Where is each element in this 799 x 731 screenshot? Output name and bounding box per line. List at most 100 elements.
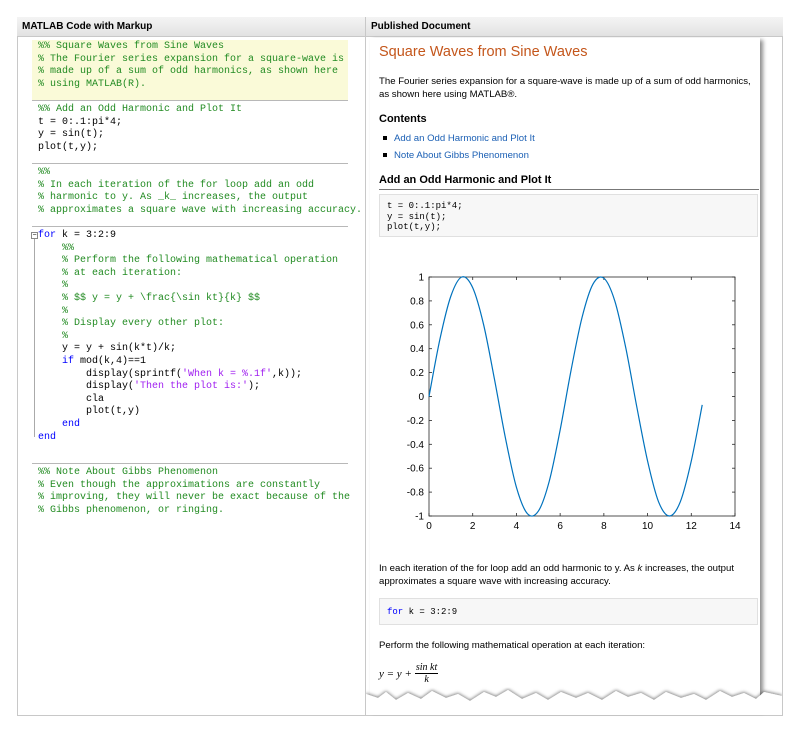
- doc-title: Square Waves from Sine Waves: [379, 44, 588, 60]
- loop-code: for k = 3:2:9: [379, 598, 758, 625]
- code-line: end: [38, 419, 354, 432]
- data-line: [428, 276, 703, 517]
- y-tick-label: -0.8: [407, 488, 425, 499]
- code-line: if mod(k,4)==1: [38, 356, 354, 369]
- code-token: display(sprintf(: [38, 368, 183, 380]
- code-block: t = 0:.1:pi*4; y = sin(t); plot(t,y);: [379, 194, 758, 237]
- fold-toggle[interactable]: −: [31, 232, 38, 239]
- denominator: k: [424, 674, 429, 685]
- x-tick-label: 0: [426, 521, 432, 532]
- code-line: y = sin(t);: [387, 211, 447, 222]
- paragraph-text: k: [637, 563, 643, 574]
- code-token: );: [248, 381, 261, 393]
- code-line: y = sin(t);: [38, 129, 354, 142]
- code-token: % at each iteration:: [38, 267, 183, 279]
- section-heading: Add an Odd Harmonic and Plot It: [379, 174, 552, 186]
- code-line: y = y + sin(k*t)/k;: [38, 343, 354, 356]
- code-token: plot(t,y): [38, 406, 141, 418]
- code-token: 'Then the plot is:': [134, 381, 249, 393]
- y-tick-label: -0.4: [407, 440, 425, 451]
- y-tick-label: 0.6: [410, 320, 424, 331]
- code-line: % Even though the approximations are con…: [38, 480, 354, 493]
- numerator: sin kt: [414, 662, 439, 674]
- code-token: % approximates a square wave with increa…: [38, 204, 363, 216]
- right-header: Published Document: [366, 17, 783, 37]
- chart: 0 2 4 6 8 10 12 14 -1 -0.8 -0.6 -0.4 -0.2 0 0.2 0.4 0.6 0…: [407, 273, 741, 533]
- code-line: display('Then the plot is:');: [38, 381, 354, 394]
- code-cell: %% Square Waves from Sine Waves% The Fou…: [38, 41, 354, 91]
- cell-separator: [32, 226, 348, 227]
- left-header: MATLAB Code with Markup: [17, 17, 365, 37]
- code-token: %: [38, 280, 69, 292]
- code-line: % improving, they will never be exact be…: [38, 492, 354, 505]
- code-line: plot(t,y);: [38, 142, 354, 155]
- y-tick-label: 0.8: [410, 296, 424, 307]
- code-token: % using MATLAB(R).: [38, 78, 147, 90]
- fraction: sin kt k: [414, 662, 439, 685]
- x-tick-label: 2: [470, 521, 476, 532]
- code-token: %% Square Waves from Sine Waves: [38, 41, 225, 52]
- code-line: for k = 3:2:9: [38, 230, 354, 243]
- code-line: cla: [38, 394, 354, 407]
- operation-text: Perform the following mathematical opera…: [379, 640, 646, 651]
- torn-edge: [366, 690, 782, 715]
- bullet: [383, 136, 387, 140]
- x-tick-label: 12: [686, 521, 698, 532]
- code-line: % harmonic to y. As _k_ increases, the o…: [38, 192, 354, 205]
- code-line: t = 0:.1:pi*4;: [387, 201, 463, 211]
- code-token: % Even though the approximations are con…: [38, 479, 321, 491]
- code-line: % In each iteration of the for loop add …: [38, 180, 354, 193]
- contents-link[interactable]: Add an Odd Harmonic and Plot It: [394, 133, 535, 144]
- code-line: % Gibbs phenomenon, or ringing.: [38, 505, 354, 518]
- paragraph: In each iteration of the for loop add an…: [379, 562, 759, 588]
- code-token: if: [38, 355, 75, 367]
- code-token: k = 3:2:9: [56, 230, 117, 241]
- code-cell: for k = 3:2:9 %% % Perform the following…: [38, 230, 354, 444]
- x-tick-label: 4: [514, 521, 520, 532]
- code-line: % $$ y = y + \frac{\sin kt}{k} $$: [38, 293, 354, 306]
- code-token: %%: [38, 167, 51, 178]
- code-token: %: [38, 305, 69, 317]
- code-line: end: [38, 432, 354, 445]
- y-tick-label: 0: [418, 392, 424, 403]
- cell-separator: [32, 100, 348, 101]
- code-line: % Perform the following mathematical ope…: [38, 255, 354, 268]
- cell-separator: [32, 463, 348, 464]
- code-token: display(: [38, 381, 135, 393]
- code-line: plot(t,y);: [387, 222, 442, 232]
- code-line: % The Fourier series expansion for a squ…: [38, 54, 354, 67]
- code-token: y = sin(t);: [38, 129, 105, 141]
- code-token: ,k));: [272, 368, 303, 380]
- code-line: % using MATLAB(R).: [38, 79, 354, 92]
- code-token: % The Fourier series expansion for a squ…: [38, 53, 345, 65]
- code-line: plot(t,y): [38, 406, 354, 419]
- active-cell: [32, 40, 348, 100]
- y-tick-label: 0.4: [410, 344, 424, 355]
- paragraph-text: increases, the output approximates a squ…: [379, 563, 735, 587]
- code-line: %%: [38, 167, 354, 180]
- y-tick-label: -0.6: [407, 464, 425, 475]
- code-token: % In each iteration of the for loop add …: [38, 179, 315, 191]
- fold-line: [34, 239, 35, 437]
- code-line: % at each iteration:: [38, 268, 354, 281]
- code-token: %: [38, 330, 69, 342]
- cell-separator: [32, 163, 348, 164]
- code-line: t = 0:.1:pi*4;: [38, 117, 354, 130]
- code-token: y = y + sin(k*t)/k;: [38, 343, 177, 355]
- contents-heading: Contents: [379, 113, 427, 125]
- torn-paper: [366, 690, 782, 715]
- code-line: % Display every other plot:: [38, 318, 354, 331]
- y-tick-label: 0.2: [410, 368, 424, 379]
- paragraph-text: In each iteration of the for loop add an…: [379, 563, 638, 574]
- plot-area: [428, 276, 736, 517]
- code-token: % Gibbs phenomenon, or ringing.: [38, 504, 225, 516]
- code-token: t = 0:.1:pi*4;: [38, 116, 123, 128]
- code-token: % made up of a sum of odd harmonics, as …: [38, 66, 339, 78]
- code-line: display(sprintf('When k = %.1f',k));: [38, 369, 354, 382]
- contents-link[interactable]: Note About Gibbs Phenomenon: [394, 150, 529, 161]
- code-line: %: [38, 280, 354, 293]
- code-line: %%: [38, 243, 354, 256]
- heading-rule: [379, 189, 759, 190]
- code-token: end: [38, 431, 57, 443]
- code-token: plot(t,y);: [38, 141, 99, 153]
